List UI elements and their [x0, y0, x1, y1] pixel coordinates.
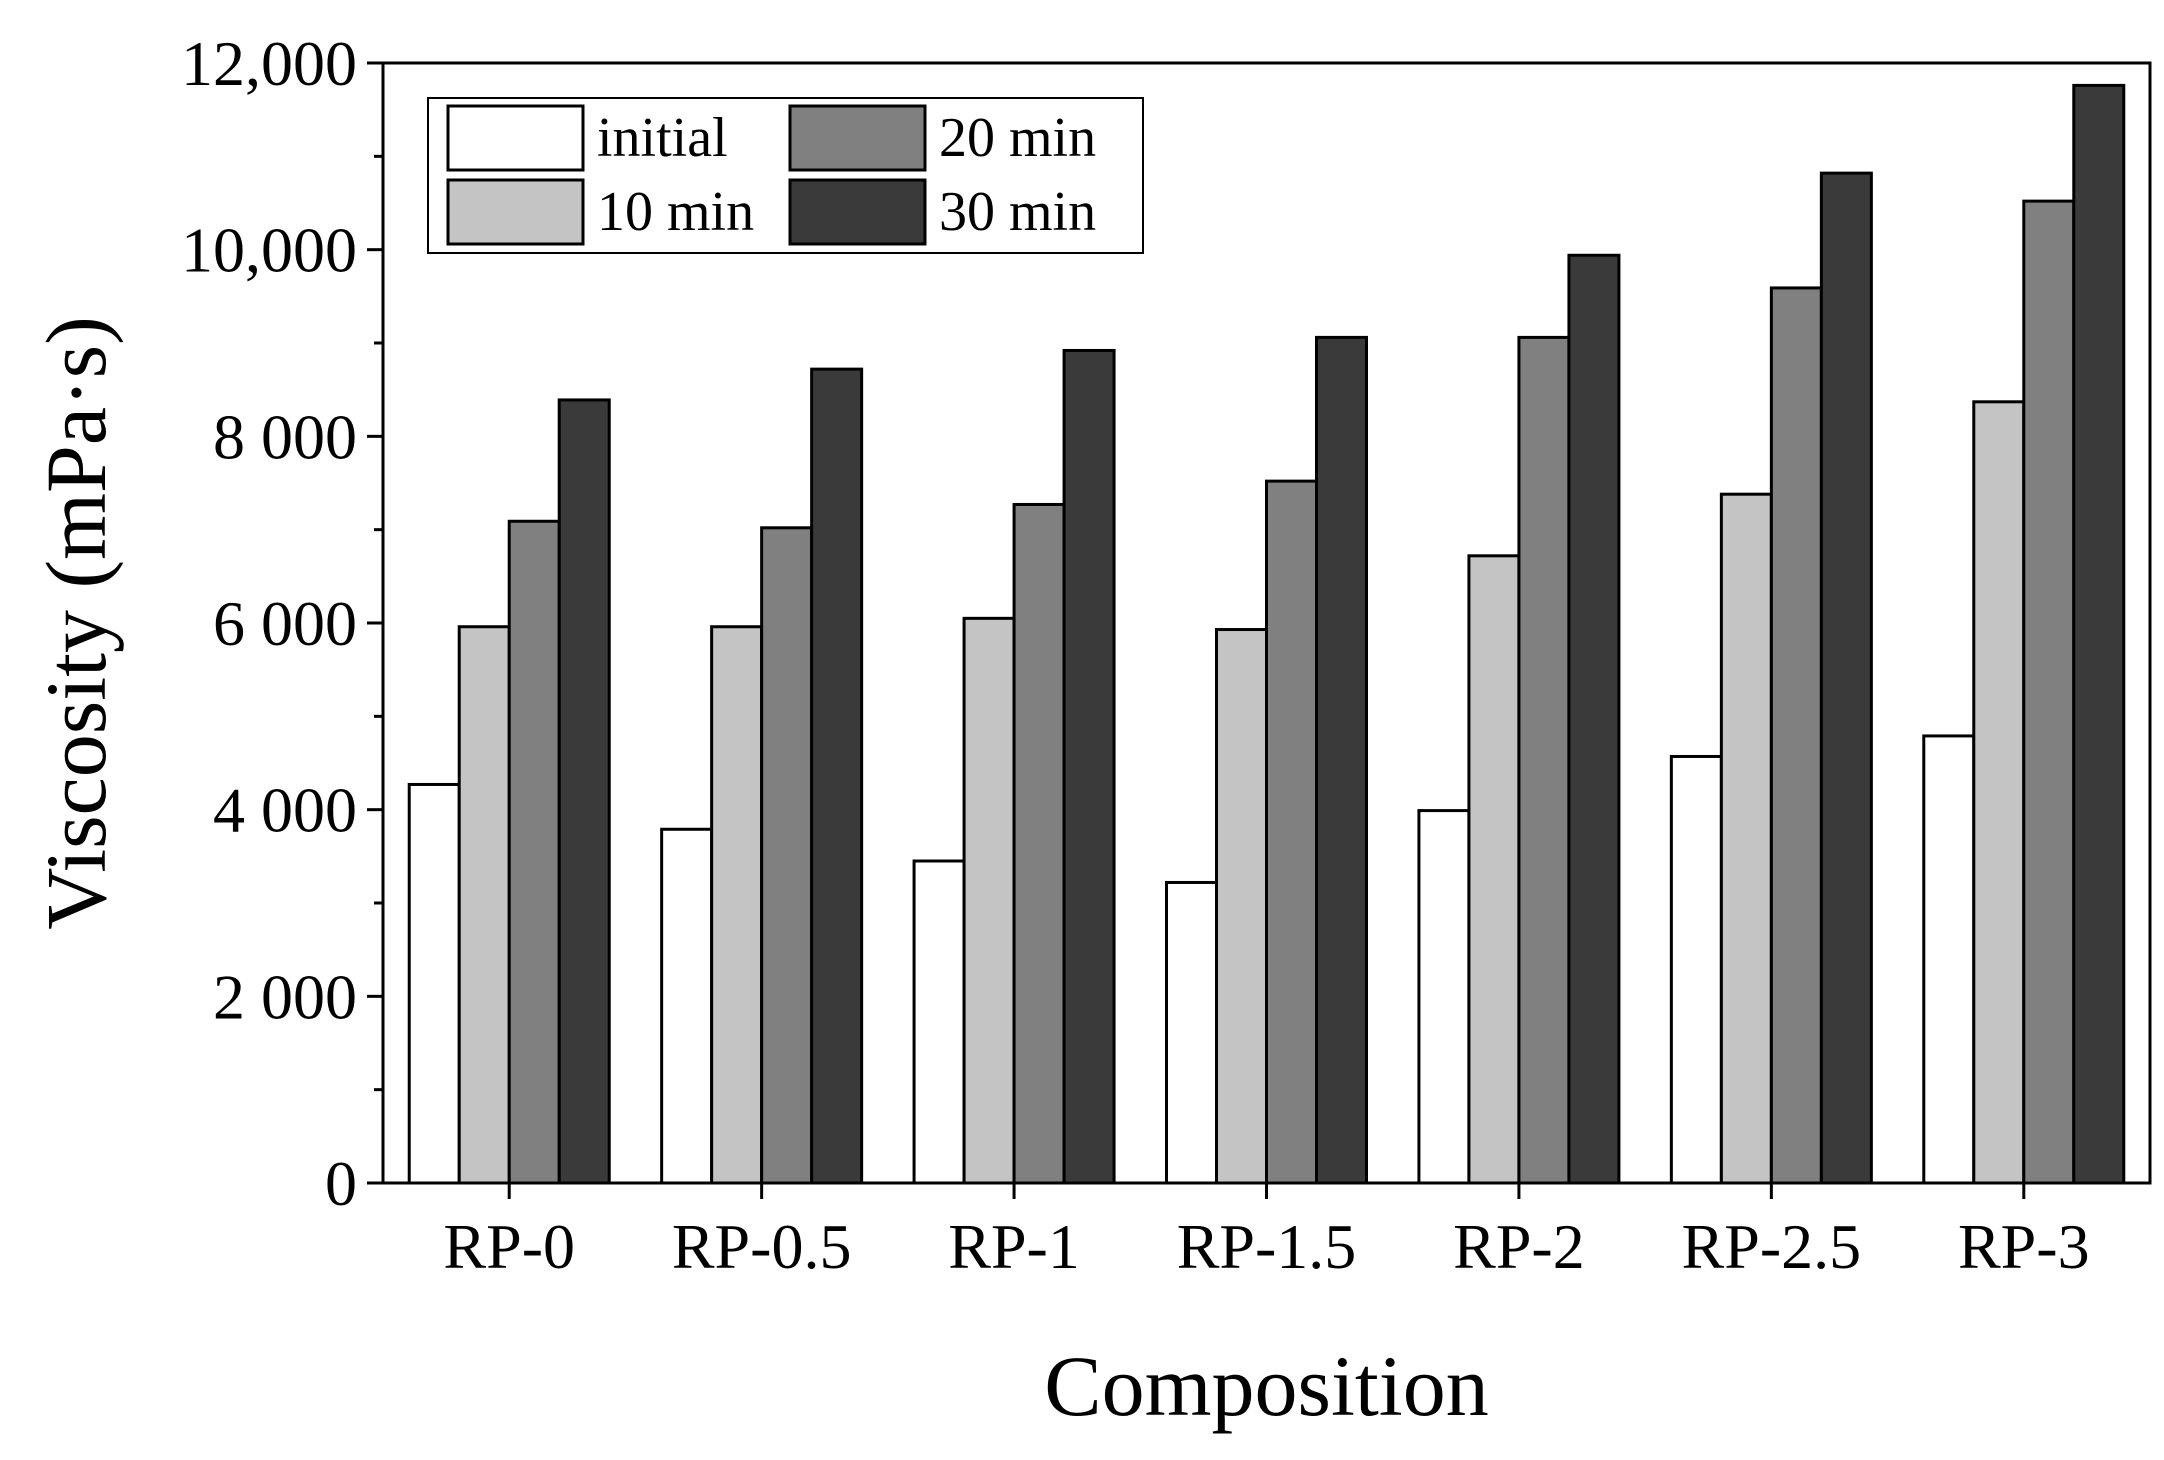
- bar-rp-3-initial: [1922, 734, 1976, 1185]
- bar-rp-0-20-min: [507, 519, 561, 1185]
- bar-rp-2-30-min: [1567, 253, 1621, 1185]
- y-axis-title: Viscosity (mPa·s): [28, 316, 124, 930]
- legend-swatch: [788, 104, 927, 172]
- y-tick-label: 12,000: [181, 28, 357, 99]
- legend-swatch: [446, 178, 585, 246]
- x-tick-label: RP-0: [443, 1211, 575, 1282]
- bar-rp-1-5-20-min: [1265, 479, 1318, 1185]
- legend-label: 20 min: [939, 107, 1096, 169]
- bar-rp-2-10-min: [1467, 554, 1521, 1185]
- x-tick-label: RP-1: [948, 1211, 1080, 1282]
- y-tick-label: 8 000: [213, 401, 357, 472]
- bar-rp-1-5-10-min: [1215, 628, 1268, 1185]
- bar-rp-0-5-20-min: [760, 526, 814, 1185]
- x-axis-title: Composition: [1044, 1338, 1488, 1434]
- bar-rp-2-initial: [1417, 809, 1471, 1185]
- bar-rp-0-5-initial: [660, 827, 714, 1185]
- legend-label: 10 min: [597, 181, 754, 243]
- legend-label: initial: [597, 107, 728, 169]
- bar-rp-1-initial: [912, 859, 966, 1185]
- bar-rp-0-30-min: [557, 398, 611, 1185]
- bar-rp-2-5-30-min: [1819, 171, 1873, 1185]
- x-tick-label: RP-2.5: [1682, 1211, 1862, 1282]
- bar-rp-1-20-min: [1012, 502, 1066, 1185]
- legend-swatch: [446, 104, 585, 172]
- x-tick-label: RP-1.5: [1177, 1211, 1357, 1282]
- y-tick-label: 2 000: [213, 961, 357, 1032]
- y-tick-label: 6 000: [213, 588, 357, 659]
- x-tick-label: RP-2: [1453, 1211, 1585, 1282]
- legend-swatch: [788, 178, 927, 246]
- legend: initial 10 min 20 min 30 min: [427, 97, 1144, 254]
- bar-rp-2-5-initial: [1669, 754, 1723, 1185]
- bar-rp-0-5-10-min: [710, 625, 764, 1185]
- bar-rp-0-5-30-min: [810, 367, 864, 1185]
- y-tick-label: 4 000: [213, 775, 357, 846]
- bar-rp-2-5-20-min: [1769, 286, 1823, 1185]
- bar-rp-2-20-min: [1517, 335, 1571, 1185]
- y-tick-label: 10,000: [181, 215, 357, 286]
- bar-rp-0-10-min: [457, 625, 511, 1185]
- axes-layer: 0 2 000 4 000 6 000 8 000 10,000 12,000 RP-0 RP-…: [181, 28, 2152, 1282]
- x-tick-label: RP-3: [1958, 1211, 2090, 1282]
- bar-rp-2-5-10-min: [1719, 492, 1773, 1185]
- y-tick-label: 0: [325, 1148, 357, 1219]
- bar-rp-0-initial: [407, 782, 461, 1185]
- bar-rp-3-20-min: [2022, 199, 2076, 1185]
- bar-rp-1-30-min: [1062, 348, 1116, 1185]
- bar-rp-1-5-initial: [1165, 880, 1218, 1185]
- x-tick-label: RP-0.5: [672, 1211, 852, 1282]
- legend-label: 30 min: [939, 181, 1096, 243]
- bars-layer: [407, 83, 2126, 1185]
- bar-rp-3-30-min: [2072, 83, 2126, 1185]
- bar-rp-1-10-min: [962, 616, 1016, 1185]
- bar-rp-1-5-30-min: [1315, 335, 1368, 1185]
- bar-rp-3-10-min: [1972, 400, 2026, 1185]
